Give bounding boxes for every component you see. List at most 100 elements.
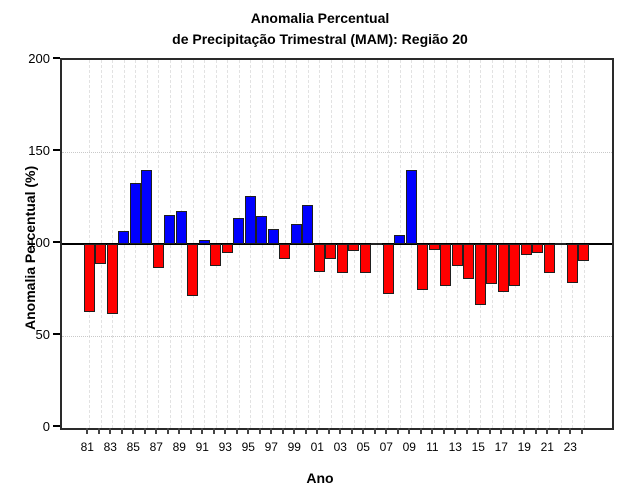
x-tick-label: 19 xyxy=(517,440,531,454)
x-axis-title: Ano xyxy=(306,470,334,486)
y-tick-label: 0 xyxy=(42,419,50,434)
bar-1995 xyxy=(244,196,256,244)
bar-2015 xyxy=(474,244,486,305)
x-tick-label: 97 xyxy=(264,440,278,454)
x-tick-mark xyxy=(212,428,215,434)
y-tick-label: 200 xyxy=(28,51,50,66)
bar-2016 xyxy=(486,244,498,285)
plot-area xyxy=(60,58,614,430)
x-tick-mark xyxy=(143,428,146,434)
bar-2023 xyxy=(566,244,578,283)
x-tick-mark xyxy=(465,428,468,434)
x-tick-label: 23 xyxy=(563,440,577,454)
x-tick-label: 85 xyxy=(126,440,140,454)
x-tick-mark xyxy=(270,428,273,434)
x-tick-label: 01 xyxy=(310,440,324,454)
x-tick-mark xyxy=(580,428,583,434)
x-tick-mark xyxy=(258,428,261,434)
bar-1993 xyxy=(221,244,233,254)
x-tick-label: 11 xyxy=(426,440,439,454)
bar-2011 xyxy=(428,244,440,250)
x-tick-label: 99 xyxy=(287,440,301,454)
x-tick-mark xyxy=(247,428,250,434)
x-tick-mark xyxy=(454,428,457,434)
horizontal-gridline xyxy=(62,152,612,153)
y-tick-mark xyxy=(53,241,60,243)
x-tick-label: 81 xyxy=(80,440,94,454)
x-tick-mark xyxy=(120,428,123,434)
y-tick-label: 100 xyxy=(28,235,50,250)
bar-1999 xyxy=(290,223,302,244)
bar-1982 xyxy=(95,244,107,265)
bar-2012 xyxy=(440,244,452,287)
bar-2007 xyxy=(382,244,394,294)
bar-2024 xyxy=(578,244,590,261)
x-tick-mark xyxy=(166,428,169,434)
bar-1986 xyxy=(141,170,153,244)
x-tick-label: 09 xyxy=(402,440,416,454)
x-tick-mark xyxy=(385,428,388,434)
x-tick-mark xyxy=(132,428,135,434)
bar-1997 xyxy=(267,229,279,244)
x-tick-mark xyxy=(155,428,158,434)
x-tick-mark xyxy=(327,428,330,434)
x-tick-label: 13 xyxy=(448,440,462,454)
bar-1988 xyxy=(164,214,176,244)
bar-2004 xyxy=(348,244,360,252)
x-tick-label: 83 xyxy=(103,440,117,454)
x-tick-mark xyxy=(224,428,227,434)
x-tick-mark xyxy=(431,428,434,434)
x-tick-label: 03 xyxy=(333,440,347,454)
x-tick-label: 89 xyxy=(172,440,186,454)
bar-2002 xyxy=(325,244,337,259)
bar-2001 xyxy=(313,244,325,272)
x-tick-mark xyxy=(546,428,549,434)
x-tick-label: 87 xyxy=(149,440,163,454)
x-tick-label: 15 xyxy=(471,440,485,454)
x-tick-label: 07 xyxy=(379,440,393,454)
x-tick-mark xyxy=(373,428,376,434)
x-tick-label: 05 xyxy=(356,440,370,454)
x-tick-mark xyxy=(316,428,319,434)
x-tick-mark xyxy=(86,428,89,434)
y-tick-mark xyxy=(53,333,60,335)
x-tick-mark xyxy=(235,428,238,434)
bar-2018 xyxy=(509,244,521,287)
bar-2000 xyxy=(302,205,314,244)
bar-1992 xyxy=(210,244,222,267)
bar-1996 xyxy=(256,216,268,244)
x-tick-mark xyxy=(109,428,112,434)
y-tick-label: 50 xyxy=(35,327,50,342)
x-tick-mark xyxy=(189,428,192,434)
x-tick-mark xyxy=(557,428,560,434)
bar-1994 xyxy=(233,218,245,244)
bar-1983 xyxy=(106,244,118,314)
x-tick-mark xyxy=(419,428,422,434)
bar-1987 xyxy=(152,244,164,268)
chart-title-line2: de Precipitação Trimestral (MAM): Região… xyxy=(172,31,468,47)
bar-2010 xyxy=(417,244,429,290)
bar-1985 xyxy=(129,183,141,244)
bar-2022 xyxy=(555,243,567,245)
bar-1981 xyxy=(83,244,95,313)
x-tick-mark xyxy=(293,428,296,434)
bar-2008 xyxy=(394,234,406,244)
x-tick-mark xyxy=(523,428,526,434)
x-tick-mark xyxy=(442,428,445,434)
bar-2019 xyxy=(520,244,532,256)
horizontal-gridline xyxy=(62,336,612,337)
x-tick-mark xyxy=(339,428,342,434)
bar-1991 xyxy=(198,240,210,244)
x-tick-mark xyxy=(511,428,514,434)
x-tick-mark xyxy=(304,428,307,434)
x-tick-mark xyxy=(534,428,537,434)
x-tick-mark xyxy=(178,428,181,434)
y-tick-mark xyxy=(53,149,60,151)
bar-1998 xyxy=(279,244,291,259)
bar-1990 xyxy=(187,244,199,296)
x-tick-label: 95 xyxy=(241,440,255,454)
x-tick-label: 91 xyxy=(195,440,209,454)
bar-1989 xyxy=(175,210,187,244)
x-tick-mark xyxy=(281,428,284,434)
